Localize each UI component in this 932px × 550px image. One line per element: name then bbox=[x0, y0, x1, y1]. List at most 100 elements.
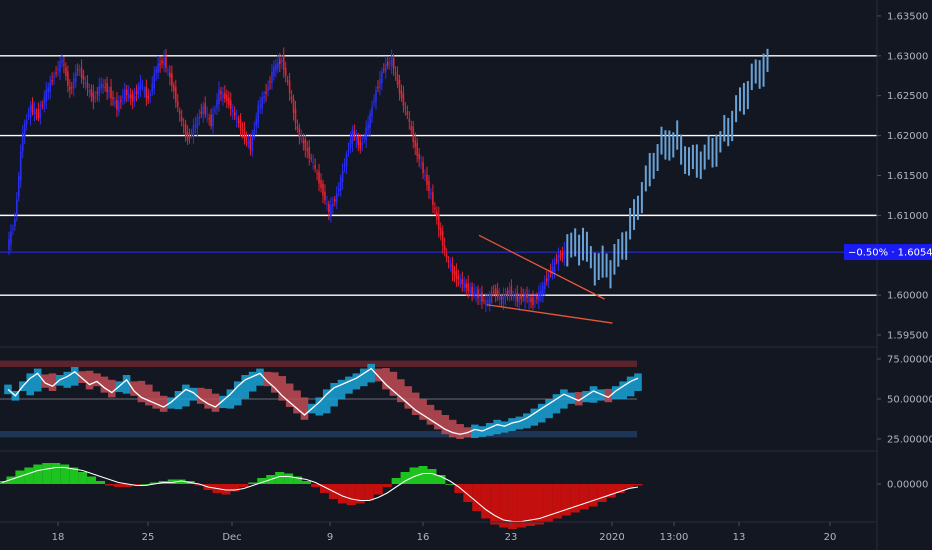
candle-body bbox=[116, 99, 118, 110]
oscillator-pane[interactable] bbox=[0, 463, 643, 529]
candle-body bbox=[304, 138, 307, 150]
candle-body bbox=[227, 97, 230, 105]
oscillator-bar bbox=[355, 484, 365, 504]
candle-body bbox=[76, 69, 79, 71]
rsi-fill-segment bbox=[471, 424, 479, 438]
oscillator-bar bbox=[463, 484, 473, 502]
oscillator-bar bbox=[113, 484, 123, 487]
candle-body bbox=[196, 117, 199, 129]
oscillator-tick-label: 0.00000 bbox=[887, 480, 928, 491]
rsi-fill-segment bbox=[626, 376, 635, 397]
rsi-axis[interactable]: 25.00000 50.00000 75.00000 bbox=[877, 355, 932, 446]
candle-body bbox=[216, 99, 218, 108]
candle-body bbox=[467, 283, 470, 292]
oscillator-bar bbox=[373, 484, 383, 495]
oscillator-bar bbox=[418, 466, 428, 484]
candle-body bbox=[502, 294, 505, 304]
candle-body bbox=[555, 259, 558, 261]
rsi-fill-segment bbox=[508, 418, 516, 431]
oscillator-bar bbox=[78, 472, 88, 484]
candle-body bbox=[424, 175, 426, 177]
oscillator-bar bbox=[104, 484, 114, 486]
pane-separators bbox=[0, 0, 878, 550]
oscillator-bar bbox=[51, 463, 61, 484]
candle-body bbox=[418, 153, 420, 160]
candle-body bbox=[469, 289, 471, 294]
candle-body bbox=[453, 270, 456, 276]
candle-body bbox=[559, 254, 562, 258]
candle-body bbox=[202, 105, 205, 116]
candle-body bbox=[186, 132, 189, 141]
rsi-fill-segment bbox=[26, 373, 35, 396]
candle-body bbox=[377, 86, 379, 89]
oscillator-axis[interactable]: 0.00000 bbox=[877, 480, 928, 491]
rsi-fill-segment bbox=[619, 381, 627, 399]
candle-body bbox=[545, 278, 548, 282]
time-tick-label: 9 bbox=[327, 532, 333, 543]
candle-body bbox=[530, 297, 532, 303]
rsi-fill-segment bbox=[552, 394, 561, 414]
candle-body bbox=[86, 83, 89, 89]
rsi-fill-segment bbox=[404, 386, 413, 409]
rsi-fill-segment bbox=[226, 389, 235, 409]
candle-body bbox=[290, 96, 293, 100]
candle-body bbox=[145, 87, 148, 99]
candle-body bbox=[359, 140, 362, 149]
candle-body bbox=[251, 135, 254, 152]
candle-body bbox=[479, 296, 481, 298]
candle-body bbox=[37, 108, 40, 119]
candle-body bbox=[69, 86, 71, 91]
price-pane[interactable] bbox=[0, 47, 877, 324]
candle-body bbox=[316, 173, 318, 175]
candle-body bbox=[43, 96, 46, 106]
candle-body bbox=[129, 94, 132, 99]
time-axis[interactable]: 18 25 Dec 9 16 23 2020 13:00 13 20 bbox=[52, 522, 837, 543]
rsi-fill-segment bbox=[322, 389, 331, 414]
candle-body bbox=[404, 107, 407, 109]
candle-body bbox=[365, 127, 367, 141]
candle-body bbox=[218, 89, 220, 105]
rsi-pane[interactable] bbox=[0, 360, 642, 439]
candle-body bbox=[353, 131, 356, 136]
rsi-fill-segment bbox=[263, 371, 272, 387]
candle-body bbox=[390, 57, 393, 67]
wedge-lower-line[interactable] bbox=[486, 304, 613, 324]
candle-body bbox=[369, 113, 371, 128]
oscillator-bar bbox=[543, 484, 553, 522]
falling-wedge-pattern[interactable] bbox=[478, 234, 613, 324]
oscillator-bar bbox=[364, 484, 374, 501]
candle-body bbox=[420, 163, 422, 165]
rsi-fill-segment bbox=[63, 371, 72, 388]
candle-body bbox=[302, 140, 305, 144]
candle-body bbox=[543, 282, 546, 290]
rsi-fill-segment bbox=[100, 376, 109, 393]
candle-body bbox=[224, 93, 226, 100]
rsi-fill-segment bbox=[315, 397, 324, 416]
rsi-fill-segment bbox=[78, 371, 86, 383]
rsi-tick-label: 75.00000 bbox=[887, 355, 932, 366]
rsi-fill-segment bbox=[293, 390, 301, 414]
candle-body bbox=[275, 64, 277, 71]
oscillator-bar bbox=[6, 476, 16, 484]
rsi-fill-segment bbox=[70, 367, 79, 386]
candle-body bbox=[141, 86, 144, 88]
time-tick-label: 18 bbox=[52, 532, 65, 543]
candle-body bbox=[379, 78, 381, 88]
candle-body bbox=[29, 105, 32, 118]
oscillator-bar bbox=[382, 484, 392, 487]
candle-body bbox=[214, 109, 216, 112]
candle-body bbox=[398, 79, 401, 94]
candle-body bbox=[367, 123, 369, 130]
rsi-fill-segment bbox=[419, 399, 427, 420]
candle-body bbox=[153, 73, 156, 89]
wedge-upper-line[interactable] bbox=[478, 234, 605, 300]
oscillator-bar bbox=[400, 472, 410, 484]
candle-body bbox=[204, 103, 207, 114]
candle-body bbox=[35, 112, 38, 114]
candle-body bbox=[267, 86, 269, 92]
rsi-fill-segment bbox=[448, 419, 457, 438]
candle-body bbox=[31, 103, 34, 112]
candle-body bbox=[78, 70, 81, 72]
rsi-fill-segment bbox=[130, 381, 138, 396]
